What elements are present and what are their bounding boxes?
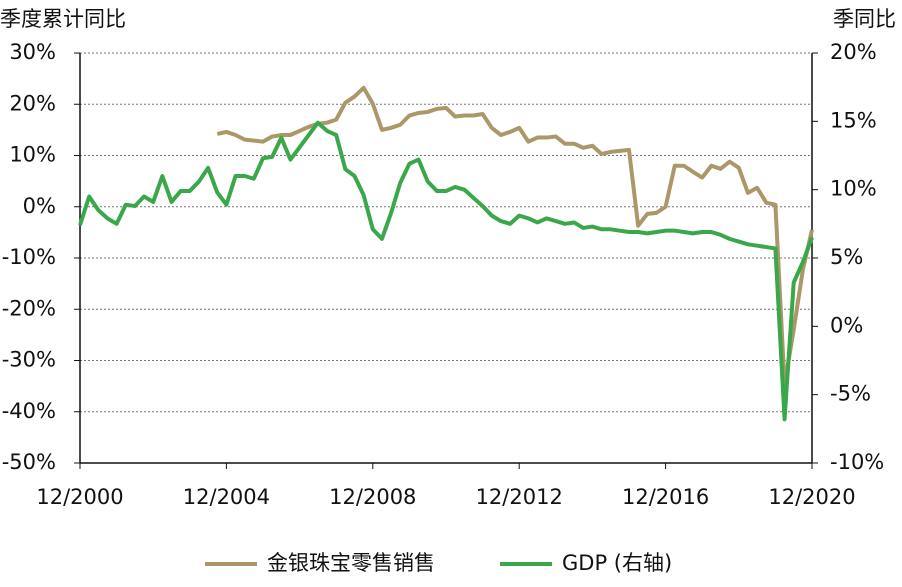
y2-axis-title: 季同比 [833,7,896,31]
y-axis-title: 季度累计同比 [0,7,126,31]
y-tick-label: 20% [9,91,56,115]
x-tick-label: 12/2008 [329,485,416,509]
y2-tick-label: -5% [830,382,871,406]
y-tick-label: -10% [2,245,56,269]
y2-tick-label: 5% [830,245,863,269]
y-tick-label: 30% [9,40,56,64]
y-tick-label: -50% [2,450,56,474]
x-tick-label: 12/2004 [183,485,270,509]
series-line [78,120,814,422]
y2-tick-label: 15% [830,108,877,132]
y2-tick-label: 10% [830,177,877,201]
y-tick-label: 10% [9,143,56,167]
legend-label: 金银珠宝零售销售 [267,551,435,575]
y-tick-label: -20% [2,296,56,320]
x-tick-label: 12/2000 [36,485,123,509]
y2-tick-label: 20% [830,40,877,64]
y2-tick-label: -10% [830,450,884,474]
x-tick-label: 12/2020 [768,485,855,509]
y2-tick-label: 0% [830,313,863,337]
x-tick-label: 12/2016 [622,485,709,509]
x-tick-label: 12/2012 [476,485,563,509]
legend-label: GDP (右轴) [562,551,672,575]
y-tick-label: -40% [2,399,56,423]
y-tick-label: -30% [2,348,56,372]
y-tick-label: 0% [23,194,56,218]
